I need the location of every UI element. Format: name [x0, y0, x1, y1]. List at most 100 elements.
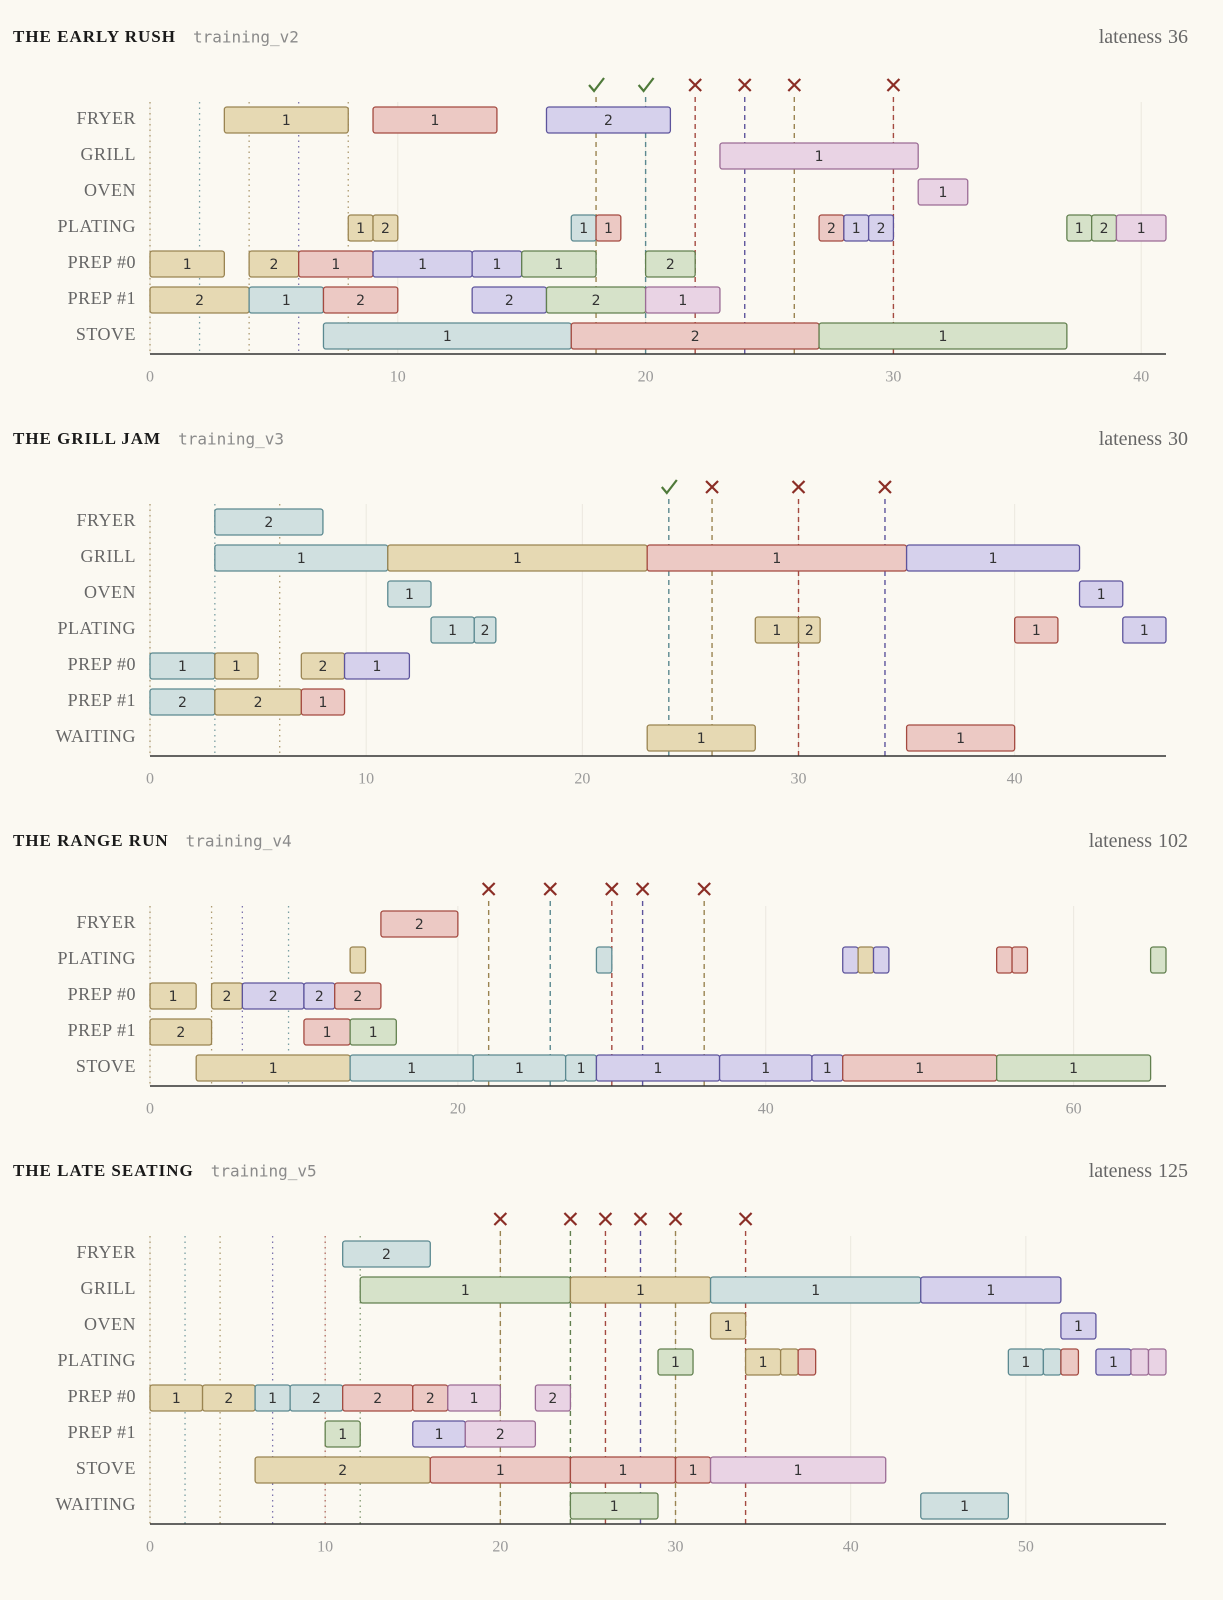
deadline-met-check	[637, 77, 655, 93]
lateness-value: 36	[1168, 26, 1188, 48]
task-bar	[818, 322, 1068, 350]
task-bar	[797, 616, 821, 644]
task-bar	[334, 982, 382, 1010]
task-label: 1	[772, 551, 781, 567]
task-label: 2	[254, 695, 263, 711]
x-tick-label: 0	[146, 1101, 154, 1118]
row-label: GRILL	[81, 546, 137, 566]
task-bar	[1042, 1348, 1062, 1376]
task-bar	[1130, 1348, 1150, 1376]
x-tick-label: 20	[450, 1101, 466, 1118]
task-label: 1	[1097, 587, 1106, 603]
row-label: PREP #1	[68, 1422, 136, 1442]
task-bar	[1122, 616, 1167, 644]
deadline-missed-cross	[688, 78, 702, 92]
deadline-missed-cross	[737, 78, 752, 92]
task-bar	[387, 580, 432, 608]
task-bar	[569, 1492, 659, 1520]
task-bar	[1060, 1348, 1080, 1376]
x-tick-label: 20	[574, 771, 590, 788]
panel-title: THE GRILL JAM	[13, 429, 161, 448]
x-tick-label: 30	[668, 1539, 684, 1556]
task-label: 1	[654, 1061, 663, 1077]
row-label: FRYER	[76, 1242, 136, 1262]
task-bar	[324, 1420, 361, 1448]
x-tick-label: 30	[791, 771, 807, 788]
task-label: 2	[426, 1391, 435, 1407]
task-label: 1	[461, 1283, 470, 1299]
task-label: 1	[515, 1061, 524, 1077]
row-label: PREP #1	[68, 1020, 136, 1040]
task-bar	[657, 1348, 694, 1376]
task-label: 1	[577, 1061, 586, 1077]
task-bar	[644, 250, 696, 278]
task-label: 2	[312, 1391, 321, 1407]
task-label: 1	[604, 221, 613, 237]
task-label: 1	[431, 113, 440, 129]
task-label: 1	[689, 1463, 698, 1479]
panel-subtitle: training_v4	[186, 832, 292, 851]
lateness: lateness 30	[1099, 428, 1188, 450]
task-bar	[349, 1018, 397, 1046]
task-label: 2	[1100, 221, 1109, 237]
task-bar	[149, 1018, 213, 1046]
lateness: lateness 36	[1099, 26, 1188, 48]
task-label: 2	[318, 659, 327, 675]
task-bar	[1147, 1348, 1167, 1376]
deadline-met-check	[588, 77, 605, 93]
task-bar	[842, 946, 859, 974]
deadline-missed-cross	[493, 1212, 508, 1226]
row-label: STOVE	[76, 1056, 136, 1076]
gantt-panel: THE RANGE RUN training_v4 lateness 102 FRYER…	[13, 830, 1188, 1118]
task-bar	[300, 688, 346, 716]
task-label: 1	[1140, 623, 1149, 639]
task-label: 2	[373, 1391, 382, 1407]
task-label: 2	[269, 989, 278, 1005]
row-label: FRYER	[76, 912, 136, 932]
task-bar	[534, 1384, 572, 1412]
panel-title: THE EARLY RUSH	[13, 27, 176, 46]
gantt-panel: THE LATE SEATING training_v5 lateness 125 FR…	[13, 1160, 1188, 1556]
row-label: PREP #0	[68, 252, 136, 272]
task-bar	[349, 946, 367, 974]
row-label: PREP #0	[68, 1386, 136, 1406]
panel-title: THE RANGE RUN	[13, 831, 169, 850]
x-tick-label: 0	[146, 1539, 154, 1556]
task-bar	[857, 946, 875, 974]
task-label: 2	[827, 221, 836, 237]
row-label: WAITING	[56, 1494, 136, 1514]
task-label: 1	[318, 695, 327, 711]
task-label: 2	[805, 623, 814, 639]
task-label: 1	[282, 293, 291, 309]
task-label: 2	[382, 1247, 391, 1263]
deadline-met-check	[660, 479, 678, 495]
task-label: 1	[1021, 1355, 1030, 1371]
task-bar	[872, 946, 890, 974]
task-bar	[867, 214, 895, 242]
task-bar	[996, 946, 1013, 974]
task-label: 2	[496, 1427, 505, 1443]
task-bar	[1060, 1312, 1097, 1340]
task-bar	[342, 1240, 431, 1268]
lateness-value: 125	[1158, 1160, 1188, 1182]
deadline-missed-cross	[543, 882, 558, 896]
task-label: 1	[448, 623, 457, 639]
task-label: 1	[697, 731, 706, 747]
lateness: lateness 102	[1089, 830, 1188, 852]
task-label: 1	[169, 989, 178, 1005]
task-bar	[149, 982, 197, 1010]
task-bar	[709, 1312, 747, 1340]
row-label: PLATING	[58, 948, 137, 968]
row-label: OVEN	[84, 582, 136, 602]
task-label: 1	[939, 329, 948, 345]
panel-subtitle: training_v5	[211, 1162, 317, 1181]
deadline-missed-cross	[886, 78, 901, 92]
task-label: 1	[1074, 1319, 1083, 1335]
deadline-missed-cross	[598, 1212, 613, 1226]
row-label: GRILL	[81, 1278, 137, 1298]
task-label: 1	[268, 1391, 277, 1407]
row-label: WAITING	[56, 726, 136, 746]
task-label: 1	[470, 1391, 479, 1407]
task-label: 1	[338, 1427, 347, 1443]
